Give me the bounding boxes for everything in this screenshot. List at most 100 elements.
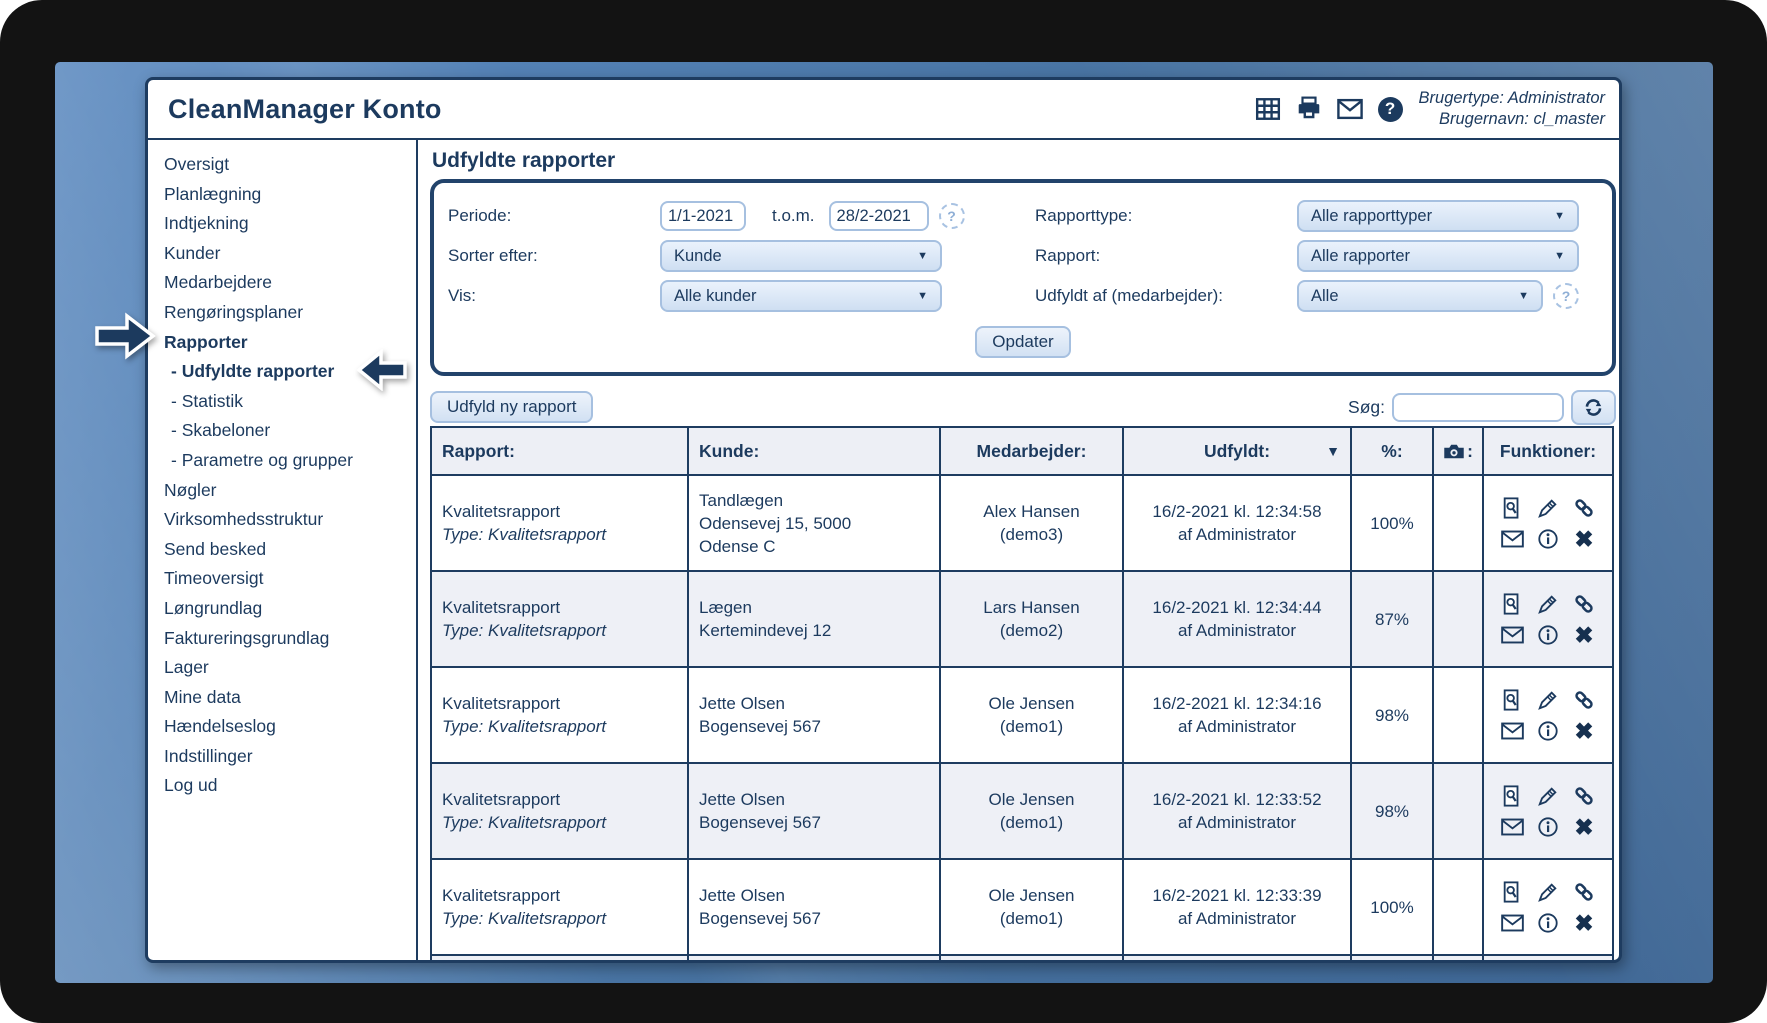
vis-select[interactable]: Alle kunder ▼ — [660, 280, 942, 312]
edit-icon[interactable] — [1536, 880, 1560, 904]
delete-icon[interactable]: ✖ — [1574, 813, 1594, 840]
new-report-button[interactable]: Udfyld ny rapport — [430, 391, 594, 423]
info-icon[interactable] — [1536, 719, 1560, 743]
info-icon[interactable] — [1536, 911, 1560, 935]
rapporttype-select[interactable]: Alle rapporttyper ▼ — [1297, 200, 1579, 232]
rapport-select[interactable]: Alle rapporter ▼ — [1297, 240, 1579, 272]
chevron-down-icon: ▼ — [1554, 210, 1565, 222]
link-icon[interactable] — [1572, 784, 1596, 808]
sidebar-item-indstillinger[interactable]: Indstillinger — [164, 745, 253, 766]
delete-icon[interactable]: ✖ — [1574, 525, 1594, 552]
preview-icon[interactable] — [1500, 496, 1524, 520]
refresh-button[interactable] — [1571, 389, 1616, 425]
refresh-icon — [1585, 398, 1602, 416]
pointer-arrow-right-icon — [95, 312, 156, 360]
link-icon[interactable] — [1572, 880, 1596, 904]
preview-icon[interactable] — [1500, 784, 1524, 808]
mail-icon[interactable] — [1500, 527, 1524, 551]
udfyldtaf-help-icon[interactable]: ? — [1553, 283, 1579, 309]
customer-cell: Jette Olsen Bogensevej 567 — [687, 666, 941, 764]
sidebar-item-virksomhedsstruktur[interactable]: Virksomhedsstruktur — [164, 509, 324, 530]
rapporttype-value: Alle rapporttyper — [1311, 206, 1433, 225]
sidebar-item-parametre-og-grupper[interactable]: - Parametre og grupper — [171, 449, 353, 470]
sidebar-item-rengoeringsplaner[interactable]: Rengøringsplaner — [164, 301, 304, 322]
sidebar-item-loengrundlag[interactable]: Løngrundlag — [164, 597, 263, 618]
info-icon[interactable] — [1536, 623, 1560, 647]
user-info: Brugertype: Administrator Brugernavn: cl… — [1419, 88, 1605, 130]
info-icon[interactable] — [1536, 815, 1560, 839]
delete-icon[interactable]: ✖ — [1574, 717, 1594, 744]
report-type: Type: Kvalitetsrapport — [442, 717, 607, 736]
preview-icon[interactable] — [1500, 592, 1524, 616]
delete-icon[interactable]: ✖ — [1574, 909, 1594, 936]
link-icon[interactable] — [1572, 496, 1596, 520]
sidebar-item-haendelseslog[interactable]: Hændelseslog — [164, 716, 276, 737]
sidebar-item-lager[interactable]: Lager — [164, 657, 209, 678]
sidebar-item-timeoversigt[interactable]: Timeoversigt — [164, 568, 264, 589]
col-header-foto: : — [1432, 426, 1484, 476]
mail-icon[interactable] — [1500, 719, 1524, 743]
functions-cell: ✖ — [1482, 858, 1614, 956]
sidebar-item-oversigt[interactable]: Oversigt — [164, 154, 230, 174]
sidebar-item-kunder[interactable]: Kunder — [164, 242, 221, 263]
table-row: Kvalitetsrapport Type: Kvalitetsrapport … — [430, 666, 1614, 764]
sort-desc-icon[interactable]: ▼ — [1326, 443, 1340, 459]
sidebar-item-skabeloner[interactable]: - Skabeloner — [171, 420, 271, 441]
link-icon[interactable] — [1572, 592, 1596, 616]
mail-icon[interactable] — [1500, 911, 1524, 935]
sidebar-item-send-besked[interactable]: Send besked — [164, 538, 267, 559]
desktop-background: CleanManager Konto ? Brugertype: Adminis… — [55, 62, 1713, 983]
sidebar-item-indtjekning[interactable]: Indtjekning — [164, 213, 249, 234]
report-name: Kvalitetsrapport — [442, 886, 561, 905]
header-icon-bar: ? — [1255, 96, 1403, 122]
report-name: Kvalitetsrapport — [442, 694, 561, 713]
periode-from-input[interactable] — [660, 201, 746, 231]
info-icon[interactable] — [1536, 527, 1560, 551]
employee-cell: Ole Jensen (demo1) — [939, 666, 1124, 764]
edit-icon[interactable] — [1536, 784, 1560, 808]
table-row: Kvalitetsrapport Type: Kvalitetsrapport … — [430, 570, 1614, 668]
sidebar-item-udfyldte-rapporter[interactable]: - Udfyldte rapporter — [171, 361, 335, 382]
table-grid-icon[interactable] — [1255, 96, 1281, 122]
sidebar: Oversigt Planlægning Indtjekning Kunder … — [148, 140, 418, 960]
camera-icon — [1444, 444, 1464, 458]
sorter-select[interactable]: Kunde ▼ — [660, 240, 942, 272]
search-input[interactable] — [1392, 392, 1564, 422]
udfyldtaf-select[interactable]: Alle ▼ — [1297, 280, 1543, 312]
edit-icon[interactable] — [1536, 496, 1560, 520]
help-icon[interactable]: ? — [1377, 96, 1403, 122]
edit-icon[interactable] — [1536, 592, 1560, 616]
delete-icon[interactable]: ✖ — [1574, 621, 1594, 648]
udfyldtaf-value: Alle — [1311, 286, 1339, 305]
app-window: CleanManager Konto ? Brugertype: Adminis… — [145, 77, 1622, 963]
mail-icon[interactable] — [1500, 623, 1524, 647]
employee-cell: Ole Jensen (demo1) — [939, 858, 1124, 956]
sidebar-item-statistik[interactable]: - Statistik — [171, 390, 243, 411]
link-icon[interactable] — [1572, 688, 1596, 712]
periode-to-input[interactable] — [828, 201, 929, 231]
mail-icon[interactable] — [1500, 815, 1524, 839]
rapport-label: Rapport: — [1035, 246, 1101, 265]
sidebar-item-mine-data[interactable]: Mine data — [164, 686, 241, 707]
sidebar-item-medarbejdere[interactable]: Medarbejdere — [164, 272, 272, 293]
tom-label: t.o.m. — [772, 206, 815, 225]
toolbar: Udfyld ny rapport Søg: — [430, 389, 1616, 425]
functions-cell: ✖ — [1482, 666, 1614, 764]
sidebar-item-faktureringsgrundlag[interactable]: Faktureringsgrundlag — [164, 627, 330, 648]
sidebar-item-planlaegning[interactable]: Planlægning — [164, 183, 262, 204]
preview-icon[interactable] — [1500, 880, 1524, 904]
periode-help-icon[interactable]: ? — [938, 203, 965, 229]
opdater-button[interactable]: Opdater — [975, 326, 1071, 358]
sidebar-item-rapporter[interactable]: Rapporter — [164, 331, 248, 352]
functions-cell: ✖ — [1482, 570, 1614, 668]
sidebar-item-log-ud[interactable]: Log ud — [164, 775, 218, 796]
report-type: Type: Kvalitetsrapport — [442, 621, 607, 640]
mail-icon[interactable] — [1336, 96, 1363, 122]
col-header-udfyldt[interactable]: Udfyldt: ▼ — [1122, 426, 1352, 476]
edit-icon[interactable] — [1536, 688, 1560, 712]
preview-icon[interactable] — [1500, 688, 1524, 712]
sidebar-item-noegler[interactable]: Nøgler — [164, 479, 217, 500]
printer-icon[interactable] — [1296, 96, 1322, 122]
col-header-medarbejder: Medarbejder: — [939, 426, 1124, 476]
